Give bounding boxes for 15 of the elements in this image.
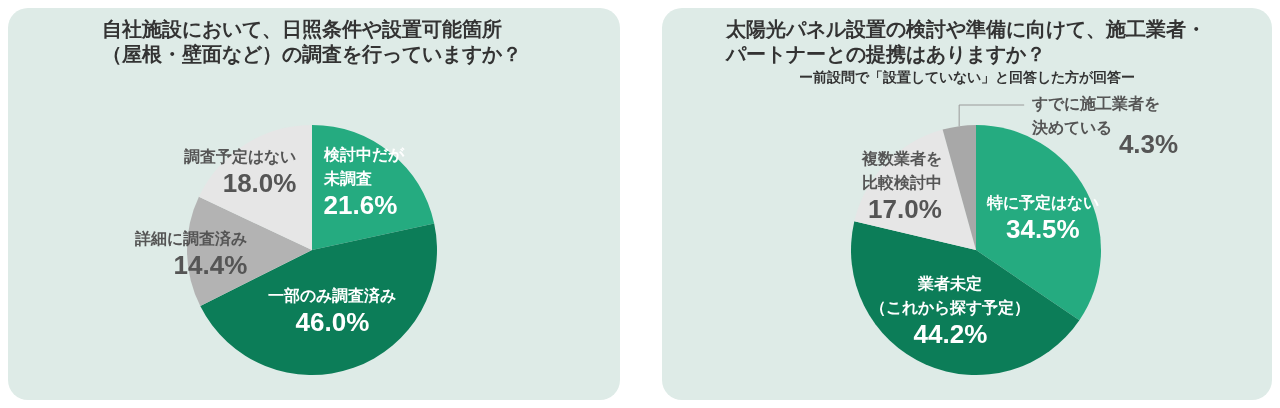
chart-title: 太陽光パネル設置の検討や準備に向けて、施工業者・パートナーとの提携はありますか？ xyxy=(726,17,1207,67)
slice-label: 詳細に調査済み xyxy=(134,229,248,249)
data-label: 17.0% xyxy=(868,193,942,224)
chart-title: 自社施設において、日照条件や設置可能箇所（屋根・壁面など）の調査を行っていますか？ xyxy=(102,17,523,67)
data-label: 14.4% xyxy=(173,250,248,281)
data-label: 46.0% xyxy=(295,306,370,337)
slice-label: 一部のみ調査済み xyxy=(268,285,397,305)
chart-subtitle: ー前設問で「設置していない」と回答した方が回答ー xyxy=(798,68,1136,86)
slice-label: 調査予定はない xyxy=(184,146,297,166)
data-label: 44.2% xyxy=(913,319,988,350)
data-label: 18.0% xyxy=(222,167,297,198)
data-label: 21.6% xyxy=(323,189,398,220)
data-label: 34.5% xyxy=(1005,213,1080,244)
slice-label: 業者未定（これから探す予定） xyxy=(870,274,1031,318)
slice-label: 複数業者を比較検討中 xyxy=(860,148,942,192)
